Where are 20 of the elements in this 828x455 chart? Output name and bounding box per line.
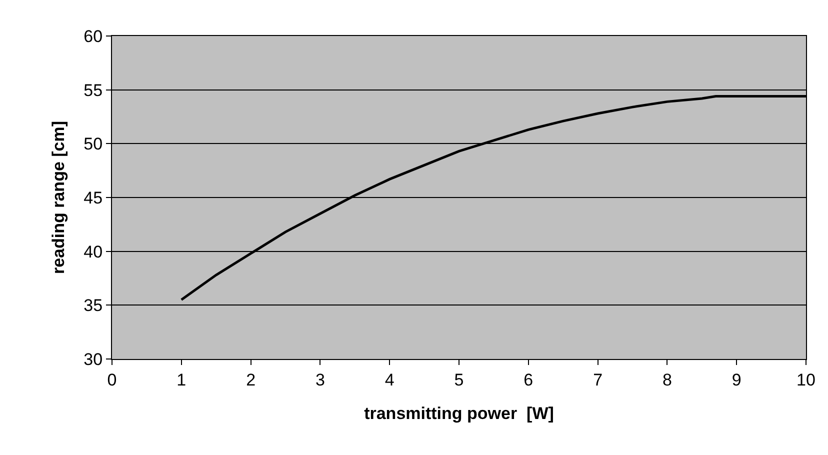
y-tick-label: 40 bbox=[84, 242, 103, 262]
x-tick-label: 3 bbox=[315, 370, 325, 390]
x-tick-label: 9 bbox=[732, 370, 742, 390]
x-tick-label: 4 bbox=[384, 370, 394, 390]
y-axis-title: reading range [cm] bbox=[49, 120, 68, 274]
x-tick-label: 10 bbox=[796, 370, 816, 390]
x-tick-label: 1 bbox=[176, 370, 186, 390]
y-tick-label: 35 bbox=[84, 296, 103, 316]
y-tick-label: 50 bbox=[84, 134, 103, 154]
y-tick-label: 30 bbox=[84, 350, 103, 369]
y-tick-label: 45 bbox=[84, 188, 103, 208]
x-tick-label: 8 bbox=[662, 370, 672, 390]
x-tick-label: 5 bbox=[454, 370, 464, 390]
y-tick-label: 60 bbox=[84, 26, 103, 46]
x-tick-label: 7 bbox=[593, 370, 603, 390]
y-tick-label: 55 bbox=[84, 80, 103, 100]
x-tick-label: 0 bbox=[107, 370, 117, 390]
x-tick-label: 2 bbox=[246, 370, 256, 390]
x-tick-label: 6 bbox=[524, 370, 534, 390]
x-axis-title: transmitting power [W] bbox=[364, 404, 554, 423]
